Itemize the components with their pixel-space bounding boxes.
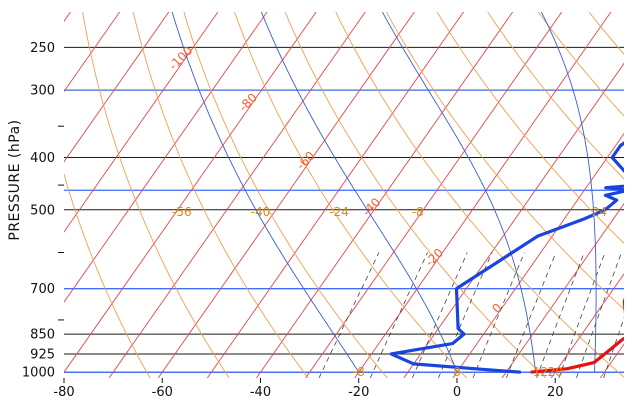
isotherm-line [355,12,611,378]
y-tick-label: 850 [30,328,55,343]
isotherm-line [0,12,169,378]
adiabat-label: -56 [172,205,192,219]
sounding-profiles [391,12,633,372]
mixing-ratio-line [506,253,556,379]
x-tick-label: -20 [348,385,369,400]
moist-adiabat-line [261,12,457,372]
y-tick-label: 700 [30,282,55,297]
isotherm-label: -20 [422,246,446,270]
isotherm-line [256,12,512,378]
dewpoint-profile-line [391,12,633,372]
x-tick-label: 0 [453,385,461,400]
y-tick-label: 300 [30,84,55,99]
dry-adiabat-line [437,12,633,378]
y-tick-label: 400 [30,151,55,166]
y-axis-label: PRESSURE (hPa) [7,119,23,240]
isotherm-line [404,12,633,378]
isotherm-line [0,12,218,378]
dry-adiabat-line [538,12,633,378]
mixing-ratio-line [604,253,633,379]
y-tick-label: 1000 [22,366,55,381]
isotherm-label: -40 [359,195,383,219]
y-tick-label: 500 [30,203,55,218]
y-tick-label: 925 [30,347,55,362]
x-tick-label: -40 [250,385,271,400]
moist-adiabat-line [541,12,596,372]
dry-adiabat-line [133,12,308,378]
isotherm-label: -60 [294,149,318,173]
adiabat-label: 20 [548,365,563,379]
isotherm-label: 0 [489,301,504,316]
y-tick-label: 250 [30,41,55,56]
x-tick-label: 20 [547,385,564,400]
adiabat-label: -8 [353,365,365,379]
adiabat-label: -40 [251,205,271,219]
dry-adiabat-line [83,12,230,378]
adiabat-label: -8 [412,205,424,219]
isotherm-line [60,12,316,378]
x-tick-label: -80 [53,385,74,400]
adiabat-label: 24 [592,205,607,219]
background-grid [0,12,633,378]
adiabat-label: 12 [533,365,548,379]
x-tick-label: -60 [152,385,173,400]
adiabat-label: 8 [453,365,461,379]
dry-adiabat-line [285,12,546,378]
isotherm-line [306,12,562,378]
isotherm-label: -80 [236,90,260,114]
isotherm-line [11,12,267,378]
dry-adiabat-line [32,12,150,378]
isotherm-line [207,12,463,378]
adiabat-label: -24 [329,205,349,219]
